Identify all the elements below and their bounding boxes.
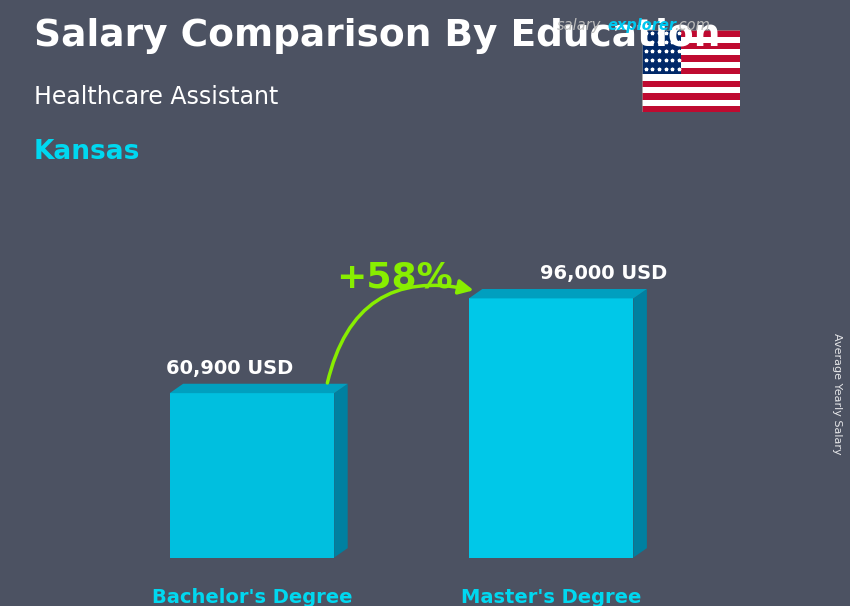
Text: 60,900 USD: 60,900 USD bbox=[166, 359, 293, 378]
Text: 96,000 USD: 96,000 USD bbox=[540, 264, 667, 284]
Text: Kansas: Kansas bbox=[34, 139, 140, 165]
Polygon shape bbox=[469, 289, 647, 298]
Text: Healthcare Assistant: Healthcare Assistant bbox=[34, 85, 278, 109]
Bar bbox=[642, 87, 740, 93]
Text: explorer: explorer bbox=[608, 18, 677, 33]
Text: salary: salary bbox=[557, 18, 601, 33]
Text: +58%: +58% bbox=[336, 261, 452, 295]
Bar bbox=[642, 62, 740, 68]
Bar bbox=[642, 36, 740, 43]
Text: Salary Comparison By Education: Salary Comparison By Education bbox=[34, 18, 720, 54]
Bar bbox=[642, 30, 681, 75]
Text: Master's Degree: Master's Degree bbox=[461, 588, 642, 606]
Bar bbox=[642, 49, 740, 56]
Polygon shape bbox=[170, 384, 348, 393]
Bar bbox=[642, 56, 740, 62]
Bar bbox=[642, 106, 740, 112]
Bar bbox=[642, 68, 740, 75]
Bar bbox=[642, 43, 740, 49]
Text: Average Yearly Salary: Average Yearly Salary bbox=[832, 333, 842, 454]
Text: .com: .com bbox=[674, 18, 710, 33]
Bar bbox=[642, 99, 740, 106]
Bar bbox=[642, 93, 740, 99]
Bar bbox=[642, 81, 740, 87]
Polygon shape bbox=[633, 289, 647, 558]
Polygon shape bbox=[469, 298, 633, 558]
Polygon shape bbox=[170, 393, 334, 558]
Bar bbox=[642, 75, 740, 81]
Polygon shape bbox=[334, 384, 348, 558]
Bar bbox=[642, 30, 740, 36]
Text: Bachelor's Degree: Bachelor's Degree bbox=[151, 588, 352, 606]
